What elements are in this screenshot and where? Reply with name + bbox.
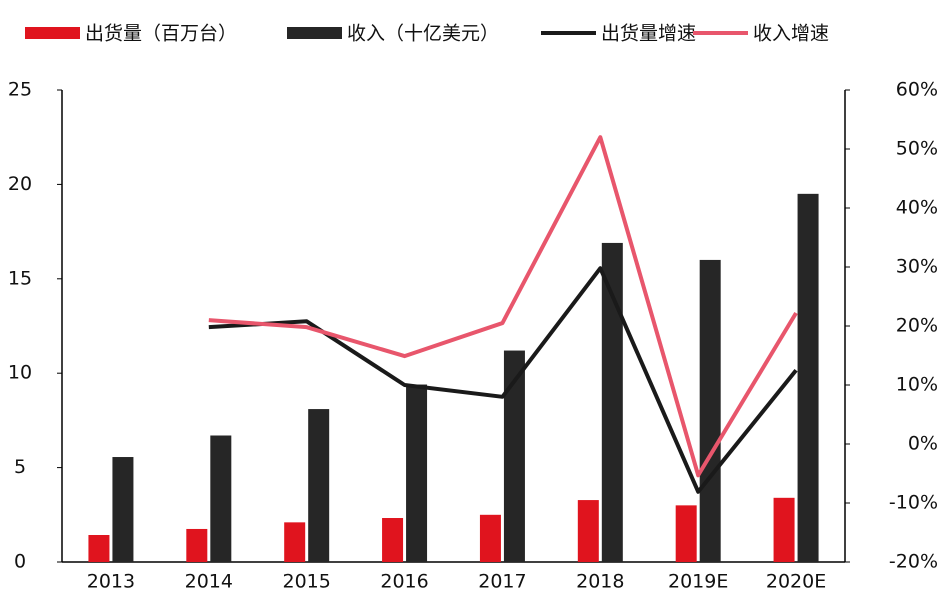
y-tick-label: 15	[8, 267, 32, 289]
bar	[210, 435, 232, 562]
y-tick-label: 0	[14, 551, 26, 573]
legend-swatch	[287, 27, 342, 39]
bar	[186, 528, 208, 562]
bar	[675, 505, 697, 562]
line	[208, 135, 798, 478]
bar	[308, 409, 330, 562]
legend-label: 出货量（百万台）	[85, 23, 237, 45]
y-tick-label: 20	[8, 173, 32, 195]
y2-tick-label: 20%	[896, 315, 938, 337]
x-tick-label: 2015	[283, 571, 331, 593]
y2-tick-label: 10%	[896, 374, 938, 396]
y2-tick-label: -20%	[889, 551, 938, 573]
bar	[284, 522, 306, 562]
y-tick-label: 25	[8, 79, 32, 101]
line	[208, 266, 798, 494]
legend-label: 收入（十亿美元）	[347, 23, 499, 45]
legend-label: 出货量增速	[601, 23, 696, 45]
y2-tick-label: 40%	[896, 197, 938, 219]
bar	[406, 384, 428, 562]
bar	[503, 350, 525, 562]
x-tick-label: 2020E	[766, 571, 826, 593]
legend-label: 收入增速	[753, 23, 829, 45]
bar	[797, 193, 819, 562]
x-tick-label: 2018	[576, 571, 624, 593]
bar	[88, 535, 110, 562]
y2-tick-label: 30%	[896, 256, 938, 278]
x-tick-label: 2014	[185, 571, 233, 593]
bar	[382, 518, 404, 562]
bar	[479, 514, 501, 562]
bar	[577, 500, 599, 562]
x-tick-label: 2019E	[668, 571, 728, 593]
y-tick-label: 10	[8, 362, 32, 384]
bar	[773, 497, 795, 562]
bar	[112, 457, 134, 562]
legend-swatch	[25, 27, 80, 39]
x-tick-label: 2016	[380, 571, 428, 593]
bar	[699, 259, 721, 562]
y2-tick-label: 60%	[896, 79, 938, 101]
y-tick-label: 5	[14, 456, 26, 478]
x-tick-label: 2017	[478, 571, 526, 593]
y2-tick-label: -10%	[889, 492, 938, 514]
y2-tick-label: 50%	[896, 138, 938, 160]
y2-tick-label: 0%	[908, 433, 938, 455]
bar	[601, 242, 623, 563]
x-tick-label: 2013	[87, 571, 135, 593]
